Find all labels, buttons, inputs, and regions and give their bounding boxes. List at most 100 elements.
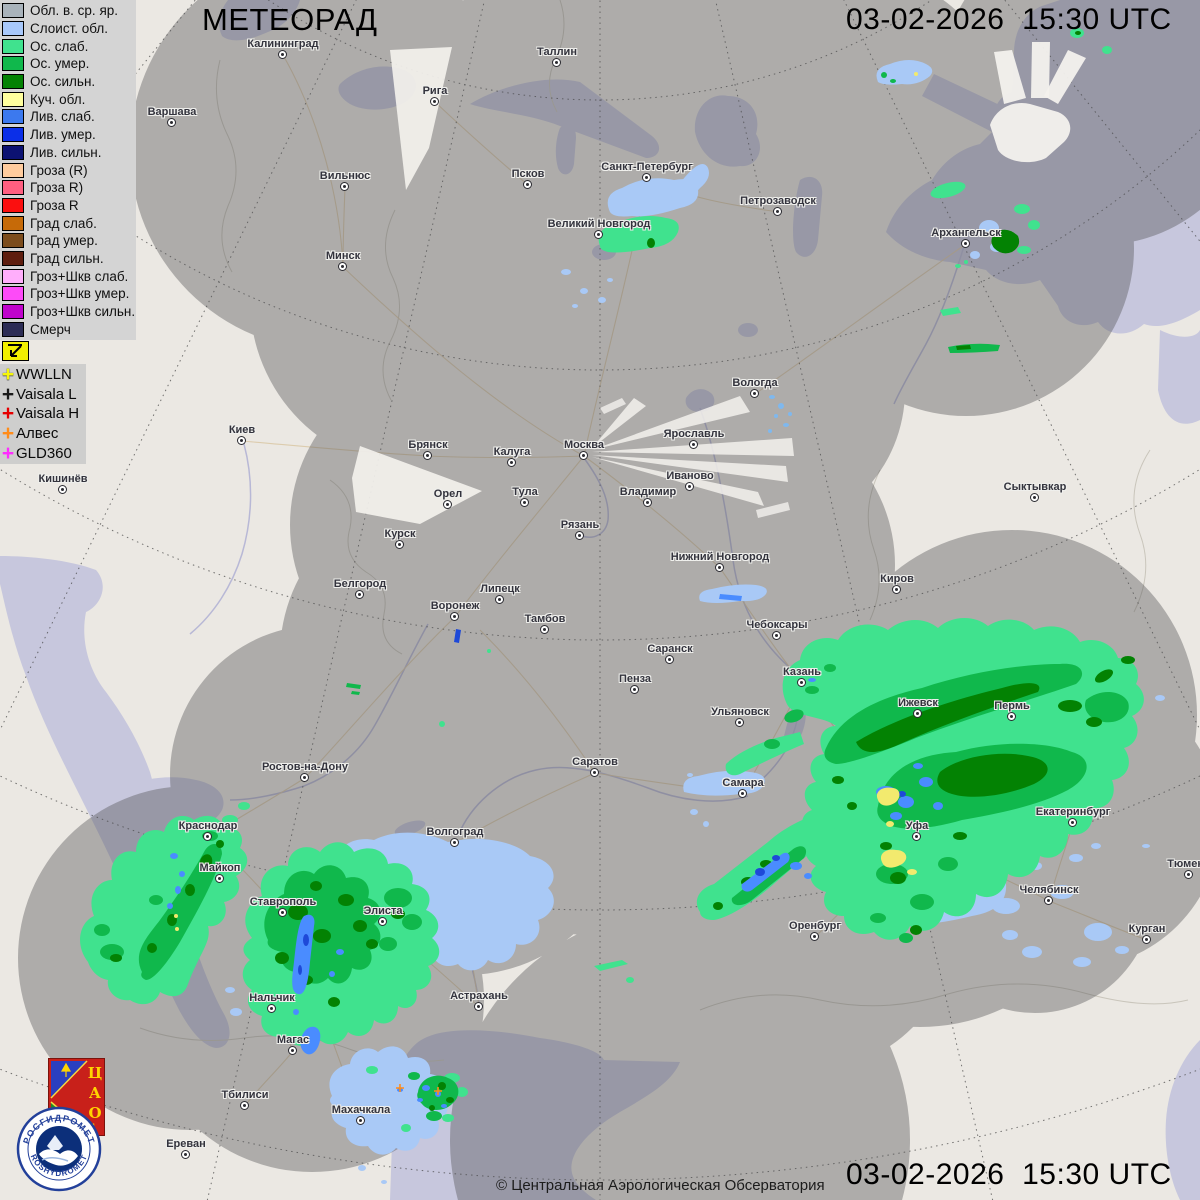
city-dot-icon xyxy=(278,50,287,59)
lightning-network-label: WWLLN xyxy=(16,366,72,384)
city-label: Рига xyxy=(422,85,448,97)
city-label: Оренбург xyxy=(789,920,841,932)
city-label: Саранск xyxy=(647,643,693,655)
legend-item: Слоист. обл. xyxy=(2,20,136,38)
legend-swatch xyxy=(2,162,24,178)
city-dot-icon xyxy=(1068,818,1077,827)
city-label: Калининград xyxy=(247,38,319,50)
city-dot-icon xyxy=(356,1116,365,1125)
city-dot-icon xyxy=(1184,870,1193,879)
legend-swatch xyxy=(2,233,24,249)
legend-swatch xyxy=(2,197,24,213)
city-dot-icon xyxy=(450,612,459,621)
legend-label: Град умер. xyxy=(30,233,98,249)
city-label: Элиста xyxy=(363,905,403,917)
legend-label: Лив. умер. xyxy=(30,127,96,143)
legend-swatch xyxy=(2,268,24,284)
city-label: Тюмень xyxy=(1167,858,1200,870)
legend-label: Лив. сильн. xyxy=(30,144,102,160)
legend-swatch xyxy=(2,127,24,143)
city-dot-icon xyxy=(338,262,347,271)
city-dot-icon xyxy=(750,389,759,398)
page-title: МЕТЕОРАД xyxy=(202,2,378,37)
city-dot-icon xyxy=(1142,935,1151,944)
city-label: Воронеж xyxy=(430,600,480,612)
city-dot-icon xyxy=(540,625,549,634)
city-dot-icon xyxy=(378,917,387,926)
legend-label: Ос. слаб. xyxy=(30,38,89,54)
city-label: Орел xyxy=(433,488,463,500)
legend-item: Лив. умер. xyxy=(2,126,136,144)
city-dot-icon xyxy=(58,485,67,494)
precip-cumulus xyxy=(174,72,918,931)
tornado-track-icon xyxy=(8,344,22,357)
city-label: Ставрополь xyxy=(249,896,317,908)
legend-swatch xyxy=(2,250,24,266)
city-label: Самара xyxy=(722,777,764,789)
city-label: Ульяновск xyxy=(711,706,769,718)
lightning-cross-icon: + xyxy=(1,441,15,465)
city-dot-icon xyxy=(430,97,439,106)
legend-label: Гроз+Шкв умер. xyxy=(30,286,130,302)
city-label: Псков xyxy=(511,168,545,180)
legend-label: Гроза R xyxy=(30,197,79,213)
lightning-cross-icon: + xyxy=(1,363,15,387)
city-label: Тамбов xyxy=(524,613,566,625)
city-label: Ростов-на-Дону xyxy=(261,761,349,773)
city-dot-icon xyxy=(643,498,652,507)
city-dot-icon xyxy=(523,180,532,189)
lightning-legend-item: + WWLLN xyxy=(0,363,86,387)
city-label: Белгород xyxy=(333,578,387,590)
city-dot-icon xyxy=(450,838,459,847)
city-dot-icon xyxy=(665,655,674,664)
legend-swatch xyxy=(2,321,24,337)
legend-item: Гроз+Шкв умер. xyxy=(2,285,136,303)
timestamp-bottom: 03-02-2026 15:30 UTC xyxy=(846,1158,1172,1191)
legend-swatch xyxy=(2,180,24,196)
city-dot-icon xyxy=(594,230,603,239)
city-label: Пенза xyxy=(618,673,652,685)
city-dot-icon xyxy=(355,590,364,599)
legend-label: Гроза (R) xyxy=(30,162,88,178)
city-label: Магас xyxy=(276,1034,310,1046)
city-label: Калуга xyxy=(493,446,531,458)
city-label: Уфа xyxy=(905,820,929,832)
legend-item: Гроза R xyxy=(2,197,136,215)
city-dot-icon xyxy=(215,874,224,883)
city-dot-icon xyxy=(685,482,694,491)
city-label: Вильнюс xyxy=(319,170,371,182)
precip-rain-heavy xyxy=(110,31,1135,1111)
city-label: Ереван xyxy=(166,1138,206,1150)
legend-item: Гроз+Шкв слаб. xyxy=(2,267,136,285)
legend-label: Гроз+Шкв слаб. xyxy=(30,268,129,284)
lightning-networks-legend: + WWLLN + Vaisala L + Vaisala H + Алвес … xyxy=(0,364,86,464)
legend-item: Ос. умер. xyxy=(2,55,136,73)
legend-item: Куч. обл. xyxy=(2,90,136,108)
lightning-network-label: GLD360 xyxy=(16,444,72,462)
city-label: Майкоп xyxy=(199,862,241,874)
city-label: Липецк xyxy=(480,583,520,595)
precipitation-legend: Обл. в. ср. яр. Слоист. обл. Ос. слаб. О… xyxy=(0,0,136,341)
city-label: Иваново xyxy=(666,470,714,482)
city-label: Санкт-Петербург xyxy=(601,161,693,173)
legend-label: Гроз+Шкв сильн. xyxy=(30,304,136,320)
legend-item: Град сильн. xyxy=(2,250,136,268)
city-dot-icon xyxy=(912,832,921,841)
city-dot-icon xyxy=(590,768,599,777)
city-dot-icon xyxy=(1030,493,1039,502)
city-label: Челябинск xyxy=(1019,884,1079,896)
city-dot-icon xyxy=(735,718,744,727)
city-dot-icon xyxy=(443,500,452,509)
lightning-strike-icons xyxy=(396,1084,442,1095)
city-label: Петрозаводск xyxy=(740,195,816,207)
lightning-cross-icon: + xyxy=(1,382,15,406)
timestamp-top: 03-02-2026 15:30 UTC xyxy=(846,3,1172,36)
roshydromet-logo: РОСГИДРОМЕТ ROSHYDROMET xyxy=(16,1106,102,1192)
lightning-cross-icon: + xyxy=(1,422,15,446)
lightning-network-label: Vaisala H xyxy=(16,405,80,423)
legend-item: Гроз+Шкв сильн. xyxy=(2,303,136,321)
city-label: Ярославль xyxy=(663,428,725,440)
city-label: Вологда xyxy=(732,377,778,389)
city-label: Таллин xyxy=(537,46,577,58)
